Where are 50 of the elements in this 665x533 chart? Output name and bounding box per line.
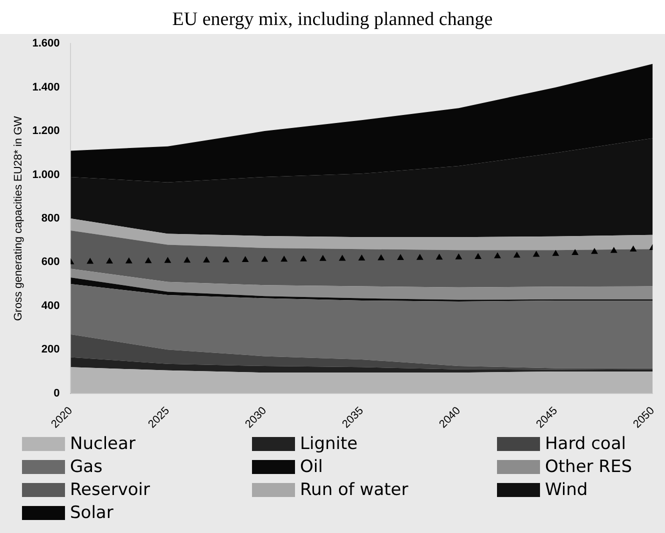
legend-label: Hard coal bbox=[545, 434, 626, 454]
point bbox=[144, 257, 152, 264]
point bbox=[474, 252, 482, 259]
point bbox=[164, 256, 172, 263]
point bbox=[242, 256, 249, 262]
point bbox=[319, 254, 326, 261]
point bbox=[203, 256, 210, 262]
legend-label: Run of water bbox=[300, 480, 408, 500]
point bbox=[86, 258, 94, 264]
point bbox=[300, 255, 307, 262]
legend-label: Lignite bbox=[300, 434, 358, 454]
point bbox=[397, 254, 404, 260]
point bbox=[416, 254, 424, 260]
y-tick-label: 0 bbox=[54, 387, 60, 400]
point bbox=[436, 254, 443, 260]
y-tick-label: 200 bbox=[41, 344, 60, 356]
point bbox=[455, 253, 462, 260]
point bbox=[513, 252, 520, 258]
point bbox=[610, 246, 618, 253]
point bbox=[591, 248, 598, 254]
point bbox=[378, 254, 385, 260]
chart-title: EU energy mix, including planned change bbox=[171, 8, 494, 32]
point bbox=[494, 252, 501, 258]
y-tick-label: 800 bbox=[41, 212, 60, 225]
legend-label: Oil bbox=[300, 457, 323, 477]
point bbox=[532, 250, 540, 257]
point bbox=[358, 254, 366, 260]
legend-label: Reservoir bbox=[70, 480, 150, 500]
y-tick-label: 1.600 bbox=[32, 38, 60, 50]
legend-label: Gas bbox=[70, 457, 102, 477]
point bbox=[338, 254, 346, 261]
point bbox=[106, 258, 113, 264]
point bbox=[280, 256, 288, 262]
point bbox=[261, 256, 268, 262]
point bbox=[222, 256, 230, 262]
y-tick-label: 1.000 bbox=[32, 168, 60, 181]
legend-label: Wind bbox=[545, 480, 588, 500]
y-tick-label: 1.200 bbox=[32, 125, 60, 138]
y-tick-label: 400 bbox=[41, 300, 60, 312]
y-tick-label: 600 bbox=[41, 256, 60, 268]
point bbox=[572, 249, 579, 256]
legend-label: Other RES bbox=[545, 457, 632, 477]
point bbox=[184, 256, 191, 263]
point bbox=[552, 250, 560, 256]
y-axis-title: Gross generating capacities EU28* in GW bbox=[12, 115, 25, 321]
y-tick-label: 1.400 bbox=[32, 81, 60, 94]
point bbox=[630, 246, 637, 252]
point bbox=[125, 257, 132, 264]
legend-label: Nuclear bbox=[70, 434, 136, 454]
legend-label: Solar bbox=[70, 503, 114, 523]
